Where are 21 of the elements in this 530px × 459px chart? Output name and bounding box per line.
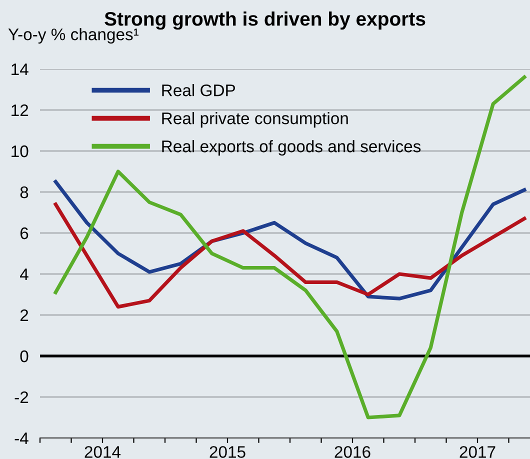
y-tick-label: 14	[12, 64, 28, 76]
y-tick-label: 6	[20, 227, 28, 240]
y-tick-label: 4	[20, 268, 28, 280]
y-tick-label: 2	[20, 309, 28, 322]
y-tick-label: 0	[20, 350, 28, 362]
legend-label: Real GDP	[162, 84, 236, 96]
y-tick-label: -2	[14, 391, 28, 404]
x-tick-label: 2015	[210, 446, 246, 458]
x-tick-label: 2014	[84, 446, 121, 458]
y-tick-label: -4	[14, 432, 28, 444]
line-series	[54, 75, 526, 420]
y-axis-title: Y-o-y % changes¹	[8, 28, 139, 44]
legend-label: Real private consumption	[162, 112, 348, 128]
chart-title: Strong growth is driven by exports	[104, 11, 426, 30]
line-series	[54, 202, 526, 309]
x-tick-label: 2017	[460, 446, 496, 458]
y-tick-label: 8	[20, 186, 28, 198]
x-tick-label: 2016	[334, 446, 370, 458]
y-tick-label: 10	[12, 145, 28, 158]
y-tick-label: 12	[12, 104, 28, 116]
legend-label: Real exports of goods and services	[162, 140, 421, 156]
